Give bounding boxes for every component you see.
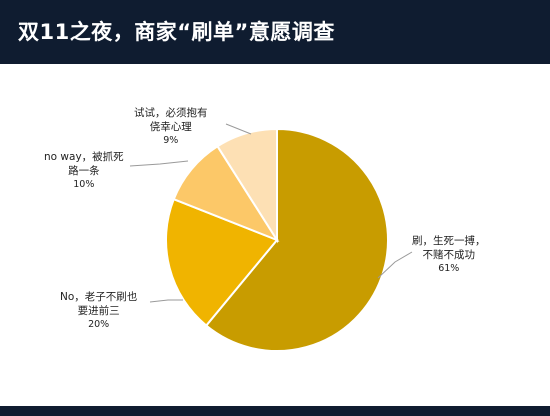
slice-label-line: no way，被抓死 <box>44 151 124 163</box>
slice-percent: 61% <box>438 263 460 274</box>
slice-label-line: 要进前三 <box>77 305 120 317</box>
slice-label-line: 不赌不成功 <box>422 249 476 261</box>
page-title: 双11之夜，商家“刷单”意愿调查 <box>18 20 335 44</box>
leader-line <box>377 251 413 279</box>
slice-label-line: 侥幸心理 <box>149 121 192 133</box>
slice-label-no: No，老子不刷也 要进前三 20% <box>60 290 137 332</box>
slice-percent: 9% <box>163 135 179 146</box>
slice-shua <box>204 127 389 352</box>
slice-label-no-way: no way，被抓死 路一条 10% <box>44 150 124 192</box>
slice-percent: 10% <box>73 179 95 190</box>
leader-line <box>149 299 183 303</box>
slice-shishi <box>216 127 278 244</box>
bottom-bar <box>0 406 550 416</box>
slice-label-line: No，老子不刷也 <box>60 291 138 303</box>
leader-line <box>225 123 252 135</box>
slice-percent: 20% <box>88 319 110 330</box>
slice-label-shishi: 试试，必须抱有 侥幸心理 9% <box>134 106 208 148</box>
slice-label-line: 路一条 <box>68 165 100 177</box>
slice-label-line: 刷，生死一搏， <box>412 235 486 247</box>
slice-label-line: 试试，必须抱有 <box>134 107 208 119</box>
slice-label-shua: 刷，生死一搏， 不赌不成功 61% <box>412 234 486 276</box>
slice-no <box>165 197 279 327</box>
leader-line <box>129 160 189 167</box>
title-bar: 双11之夜，商家“刷单”意愿调查 <box>0 0 550 64</box>
